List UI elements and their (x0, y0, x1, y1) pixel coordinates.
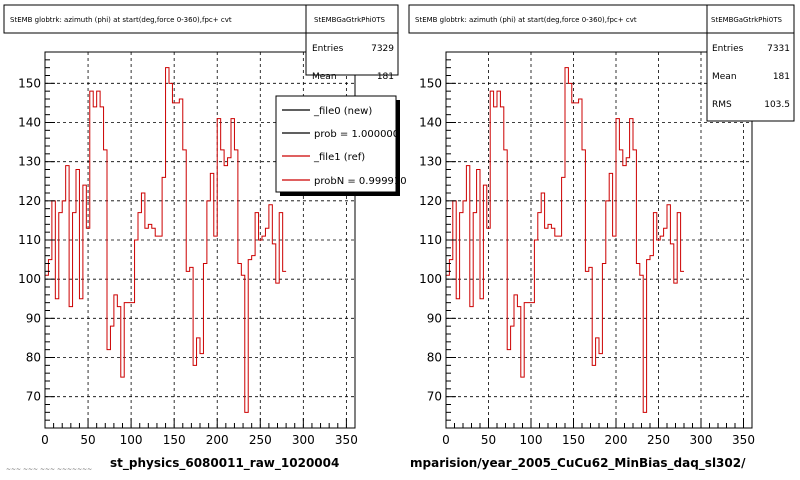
left-histogram-panel: StEMB globtrk: azimuth (phi) at start(de… (3, 4, 407, 447)
right-x-tick-label-150: 150 (562, 433, 585, 447)
left-x-tick-label-250: 250 (249, 433, 272, 447)
right-x-tick-label-250: 250 (647, 433, 670, 447)
left-y-tick-label-90: 90 (26, 311, 41, 325)
right-x-tick-label-0: 0 (442, 433, 450, 447)
left-title: StEMB globtrk: azimuth (phi) at start(de… (10, 16, 232, 24)
right-y-tick-label-100: 100 (419, 272, 442, 286)
right-y-tick-label-150: 150 (419, 76, 442, 90)
right-x-axis-label: mparision/year_2005_CuCu62_MinBias_daq_s… (410, 456, 746, 470)
left-y-tick-label-150: 150 (18, 76, 41, 90)
left-x-axis-label: st_physics_6080011_raw_1020004 (110, 456, 340, 470)
right-stats-rms-label: RMS (712, 100, 732, 110)
right-histogram-series (446, 67, 684, 413)
right-y-tick-label-110: 110 (419, 233, 442, 247)
left-stats-mean-label: Mean (312, 72, 337, 82)
right-y-tick-label-130: 130 (419, 155, 442, 169)
left-stats-entries-label: Entries (312, 44, 344, 54)
left-y-tick-label-130: 130 (18, 155, 41, 169)
right-stats-name: StEMBGaGtrkPhi0TS (711, 16, 782, 24)
left-legend: _file0 (new) prob = 1.000000 _file1 (ref… (275, 95, 407, 196)
right-x-tick-label-50: 50 (481, 433, 496, 447)
left-x-tick-label-50: 50 (80, 433, 95, 447)
left-x-tick-label-350: 350 (335, 433, 358, 447)
left-x-tick-label-100: 100 (120, 433, 143, 447)
right-y-tick-label-70: 70 (427, 390, 442, 404)
right-x-tick-label-100: 100 (520, 433, 543, 447)
left-stats-name: StEMBGaGtrkPhi0TS (314, 16, 385, 24)
legend-item-ref: _file1 (ref) (313, 152, 365, 163)
left-x-tick-label-300: 300 (292, 433, 315, 447)
left-x-tick-label-150: 150 (163, 433, 186, 447)
right-stats-entries-label: Entries (712, 44, 744, 54)
right-stats-rms-value: 103.5 (764, 100, 790, 110)
right-title: StEMB globtrk: azimuth (phi) at start(de… (415, 16, 637, 24)
left-stats-entries-value: 7329 (371, 44, 394, 54)
legend-item-probn: probN = 0.999910 (314, 176, 407, 187)
right-y-tick-label-90: 90 (427, 311, 442, 325)
left-y-tick-label-120: 120 (18, 194, 41, 208)
right-y-tick-label-140: 140 (419, 116, 442, 130)
right-y-tick-label-120: 120 (419, 194, 442, 208)
left-stats-box: StEMBGaGtrkPhi0TS Entries 7329 Mean 181 (305, 4, 399, 82)
left-title-box (3, 4, 307, 34)
left-y-tick-label-140: 140 (18, 116, 41, 130)
right-x-tick-label-300: 300 (690, 433, 713, 447)
left-histogram-series (45, 67, 287, 413)
right-histogram-panel: StEMB globtrk: azimuth (phi) at start(de… (408, 4, 795, 447)
left-x-tick-label-200: 200 (206, 433, 229, 447)
legend-item-prob: prob = 1.000000 (314, 129, 399, 140)
left-y-tick-label-70: 70 (26, 390, 41, 404)
left-y-tick-label-100: 100 (18, 272, 41, 286)
left-y-tick-label-110: 110 (18, 233, 41, 247)
left-stats-mean-value: 181 (377, 72, 394, 82)
right-x-tick-label-200: 200 (605, 433, 628, 447)
right-stats-box: StEMBGaGtrkPhi0TS Entries 7331 Mean 181 … (706, 4, 795, 122)
footnote: ~~~ ~~~ ~~~ ~~~~~~~ (6, 466, 93, 473)
legend-item-new: _file0 (new) (313, 106, 372, 117)
right-y-tick-label-80: 80 (427, 351, 442, 365)
right-plot-area: 0 50 100 150 200 250 300 350 70 80 90 100 110 120 130 1… (419, 51, 755, 447)
left-y-tick-label-80: 80 (26, 351, 41, 365)
right-stats-mean-label: Mean (712, 72, 737, 82)
right-stats-mean-value: 181 (773, 72, 790, 82)
right-x-tick-label-350: 350 (732, 433, 755, 447)
left-x-tick-label-0: 0 (41, 433, 49, 447)
right-stats-entries-value: 7331 (767, 44, 790, 54)
right-title-box (408, 4, 708, 34)
